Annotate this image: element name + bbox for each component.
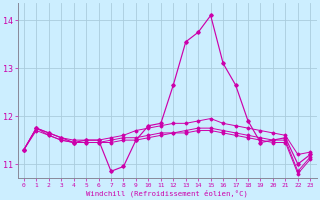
X-axis label: Windchill (Refroidissement éolien,°C): Windchill (Refroidissement éolien,°C) [86, 189, 248, 197]
